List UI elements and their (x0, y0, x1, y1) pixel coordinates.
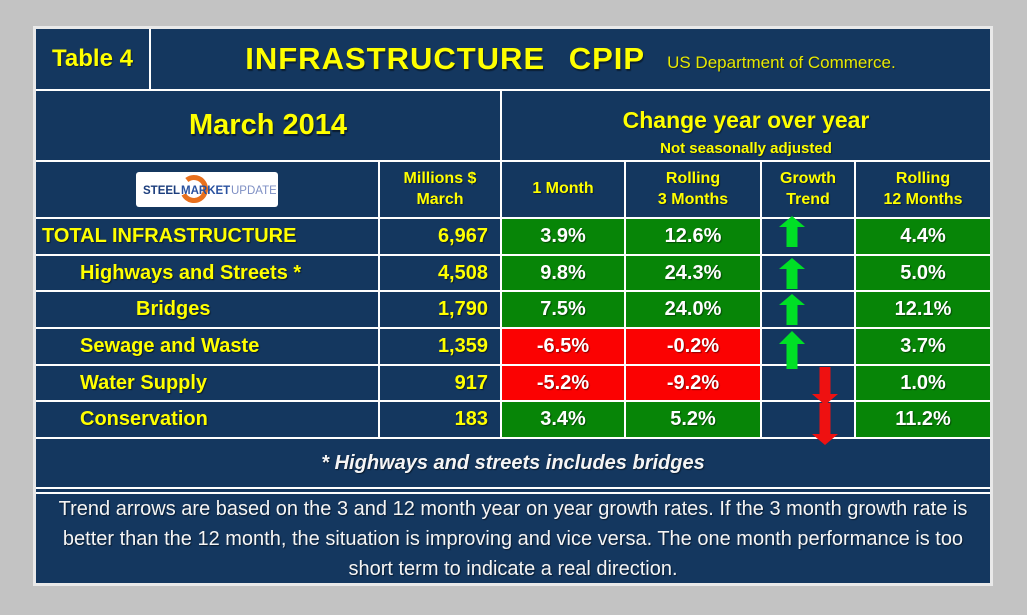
row-label: Bridges (36, 292, 380, 328)
row-growth-trend (762, 365, 856, 405)
up-arrow-icon (779, 294, 805, 326)
row-12-month-pct: 4.4% (856, 219, 990, 254)
column-header-row: STEEL MARKET UPDATE Millions $ March 1 M… (36, 162, 990, 219)
row-growth-trend (762, 255, 856, 291)
down-arrow-icon (812, 366, 838, 405)
row-1-month-pct: 3.4% (502, 402, 626, 438)
col-header-millions: Millions $ March (380, 162, 502, 217)
table-tag: Table 4 (52, 45, 133, 72)
row-growth-trend (762, 216, 856, 254)
period-row: March 2014 Change year over year Not sea… (36, 91, 990, 162)
agency-label: US Department of Commerce. (667, 53, 896, 72)
section-divider (36, 489, 990, 495)
down-arrow-icon (812, 403, 838, 446)
table-row-bridges: Bridges 1,790 7.5% 24.0% 12.1% (36, 292, 990, 330)
row-growth-trend (762, 402, 856, 446)
logo-word-update: UPDATE (231, 185, 276, 197)
table-row-conservation: Conservation 183 3.4% 5.2% 11.2% (36, 402, 990, 446)
row-millions-value: 6,967 (380, 219, 502, 254)
row-growth-trend (762, 292, 856, 328)
logo-cell: STEEL MARKET UPDATE (36, 162, 380, 217)
row-1-month-pct: 7.5% (502, 292, 626, 328)
row-label: Water Supply (36, 365, 380, 401)
row-3-month-pct: 24.3% (626, 255, 762, 291)
logo-word-market: MARKET (181, 185, 230, 197)
row-millions-value: 1,359 (380, 329, 502, 364)
steel-market-update-logo-art: STEEL MARKET UPDATE (143, 175, 276, 203)
table-row-water-supply: Water Supply 917 -5.2% -9.2% 1.0% (36, 365, 990, 405)
row-label: Sewage and Waste (36, 329, 380, 364)
steel-market-update-logo: STEEL MARKET UPDATE (136, 172, 278, 207)
row-label: Conservation (36, 402, 380, 438)
row-label: TOTAL INFRASTRUCTURE (36, 219, 380, 254)
table-row-sewage-and-waste: Sewage and Waste 1,359 -6.5% -0.2% 3.7% (36, 329, 990, 370)
col-header-1-month: 1 Month (502, 162, 626, 217)
col-header-growth-trend: Growth Trend (762, 162, 856, 217)
row-3-month-pct: 24.0% (626, 292, 762, 328)
row-millions-value: 1,790 (380, 292, 502, 328)
col-header-rolling-12-months: Rolling 12 Months (883, 169, 963, 208)
row-growth-trend (762, 329, 856, 370)
change-header: Change year over year (622, 107, 870, 133)
title-row: Table 4 INFRASTRUCTURE CPIP US Departmen… (36, 29, 990, 91)
row-1-month-pct: 3.9% (502, 219, 626, 254)
row-12-month-pct: 3.7% (856, 329, 990, 364)
up-arrow-icon (779, 331, 805, 370)
title-cell: INFRASTRUCTURE CPIP US Department of Com… (151, 29, 990, 89)
row-1-month-pct: -5.2% (502, 365, 626, 401)
page-title: INFRASTRUCTURE CPIP (245, 41, 646, 76)
row-millions-value: 183 (380, 402, 502, 438)
up-arrow-icon (779, 257, 805, 289)
col-header-rolling-3-months: Rolling 3 Months (626, 162, 762, 217)
period-label: March 2014 (189, 109, 347, 141)
table-row-highways-and-streets: Highways and Streets * 4,508 9.8% 24.3% … (36, 255, 990, 293)
row-3-month-pct: 5.2% (626, 402, 762, 438)
row-12-month-pct: 1.0% (856, 365, 990, 401)
row-millions-value: 4,508 (380, 255, 502, 291)
row-millions-value: 917 (380, 365, 502, 401)
up-arrow-icon (779, 216, 805, 247)
trend-arrows-disclaimer: Trend arrows are based on the 3 and 12 m… (58, 497, 968, 580)
row-3-month-pct: 12.6% (626, 219, 762, 254)
row-label: Highways and Streets * (36, 255, 380, 291)
row-12-month-pct: 5.0% (856, 255, 990, 291)
table-row-total-infrastructure: TOTAL INFRASTRUCTURE 6,967 3.9% 12.6% 4.… (36, 216, 990, 256)
footnote: * Highways and streets includes bridges (36, 439, 990, 490)
row-12-month-pct: 11.2% (856, 402, 990, 438)
period-cell: March 2014 (36, 91, 502, 160)
logo-word-steel: STEEL (143, 185, 180, 197)
table-tag-cell: Table 4 (36, 29, 151, 89)
row-3-month-pct: -9.2% (626, 365, 762, 401)
row-3-month-pct: -0.2% (626, 329, 762, 364)
change-cell: Change year over year Not seasonally adj… (502, 91, 990, 160)
row-12-month-pct: 12.1% (856, 292, 990, 328)
infrastructure-cpip-table: Table 4 INFRASTRUCTURE CPIP US Departmen… (33, 26, 993, 587)
row-1-month-pct: 9.8% (502, 255, 626, 291)
row-1-month-pct: -6.5% (502, 329, 626, 364)
not-seasonally-adjusted-note: Not seasonally adjusted (660, 140, 832, 157)
